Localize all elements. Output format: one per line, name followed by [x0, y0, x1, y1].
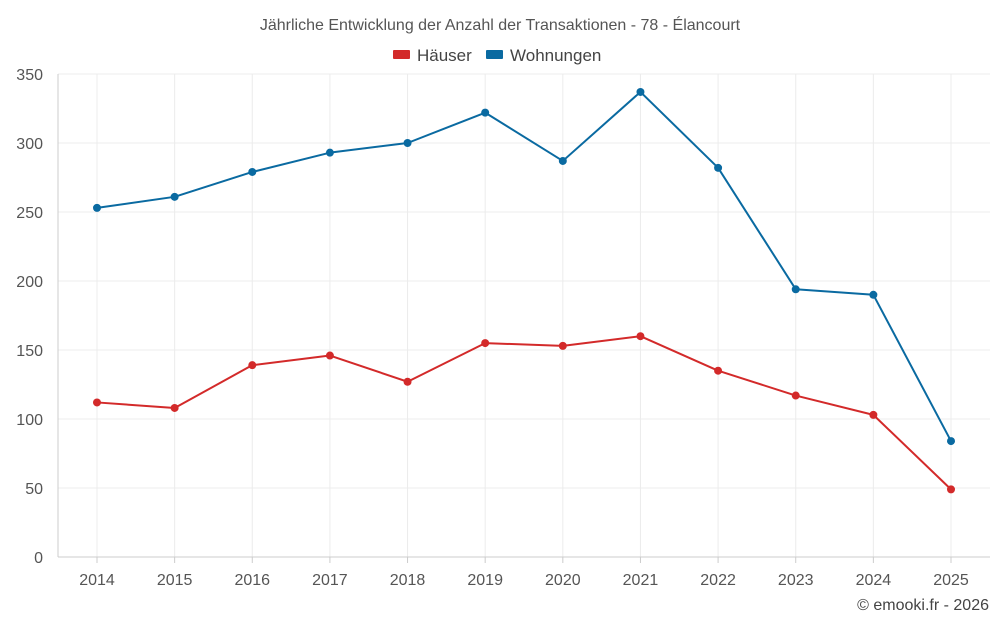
data-point-haeuser[interactable]: [481, 339, 490, 348]
data-point-wohnungen[interactable]: [248, 167, 257, 176]
data-point-haeuser[interactable]: [403, 377, 412, 386]
legend-swatch-wohnungen: [486, 50, 503, 59]
data-point-wohnungen[interactable]: [791, 285, 800, 294]
credit-text: © emooki.fr - 2026: [857, 597, 989, 614]
data-point-wohnungen[interactable]: [481, 108, 490, 117]
legend-swatch-haeuser: [393, 50, 410, 59]
data-point-haeuser[interactable]: [170, 403, 179, 412]
series-line-haeuser: [96, 335, 952, 491]
y-tick-label: 250: [16, 205, 43, 222]
data-point-wohnungen[interactable]: [636, 87, 645, 96]
legend-item-haeuser[interactable]: Häuser: [393, 46, 472, 65]
series-layer: [93, 87, 955, 494]
data-point-wohnungen[interactable]: [558, 156, 567, 165]
legend: Häuser Wohnungen: [393, 46, 601, 65]
data-point-haeuser[interactable]: [714, 366, 723, 375]
y-tick-label: 100: [16, 412, 43, 429]
data-point-haeuser[interactable]: [93, 398, 101, 407]
y-tick-label: 0: [34, 550, 43, 567]
data-point-haeuser[interactable]: [636, 332, 645, 341]
x-tick-label: 2021: [623, 572, 659, 589]
y-tick-label: 300: [16, 136, 43, 153]
x-tick-label: 2023: [778, 572, 814, 589]
data-point-wohnungen[interactable]: [714, 163, 723, 172]
legend-label-wohnungen: Wohnungen: [510, 46, 601, 65]
x-tick-label: 2018: [390, 572, 426, 589]
data-point-haeuser[interactable]: [325, 351, 334, 360]
axis-layer: [57, 74, 990, 563]
y-tick-label: 350: [16, 67, 43, 84]
legend-item-wohnungen[interactable]: Wohnungen: [486, 46, 601, 65]
data-point-haeuser[interactable]: [558, 341, 567, 350]
legend-label-haeuser: Häuser: [417, 46, 472, 65]
x-tick-label: 2024: [856, 572, 892, 589]
data-point-wohnungen[interactable]: [325, 148, 334, 157]
x-tick-label: 2022: [700, 572, 736, 589]
x-tick-label: 2019: [467, 572, 503, 589]
data-point-haeuser[interactable]: [791, 391, 800, 400]
data-point-haeuser[interactable]: [248, 361, 257, 370]
x-tick-label: 2020: [545, 572, 581, 589]
chart-title: Jährliche Entwicklung der Anzahl der Tra…: [260, 15, 741, 34]
x-tick-label: 2025: [933, 572, 969, 589]
data-point-haeuser[interactable]: [869, 410, 878, 419]
x-tick-label: 2015: [157, 572, 193, 589]
label-layer: 0 50 100 150 200 250 300 350 2014 2015 2016 2017 201…: [16, 67, 969, 589]
data-point-wohnungen[interactable]: [947, 437, 955, 446]
data-point-wohnungen[interactable]: [93, 203, 101, 212]
x-tick-label: 2014: [79, 572, 115, 589]
series-line-wohnungen: [96, 90, 952, 442]
data-point-wohnungen[interactable]: [403, 139, 412, 147]
y-tick-label: 50: [25, 481, 43, 498]
data-point-wohnungen[interactable]: [170, 192, 179, 201]
x-tick-label: 2016: [234, 572, 270, 589]
y-tick-label: 150: [16, 343, 43, 360]
x-tick-label: 2017: [312, 572, 348, 589]
data-point-haeuser[interactable]: [947, 485, 955, 494]
data-point-wohnungen[interactable]: [869, 290, 878, 299]
y-tick-label: 200: [16, 274, 43, 291]
grid-layer: [58, 73, 990, 557]
